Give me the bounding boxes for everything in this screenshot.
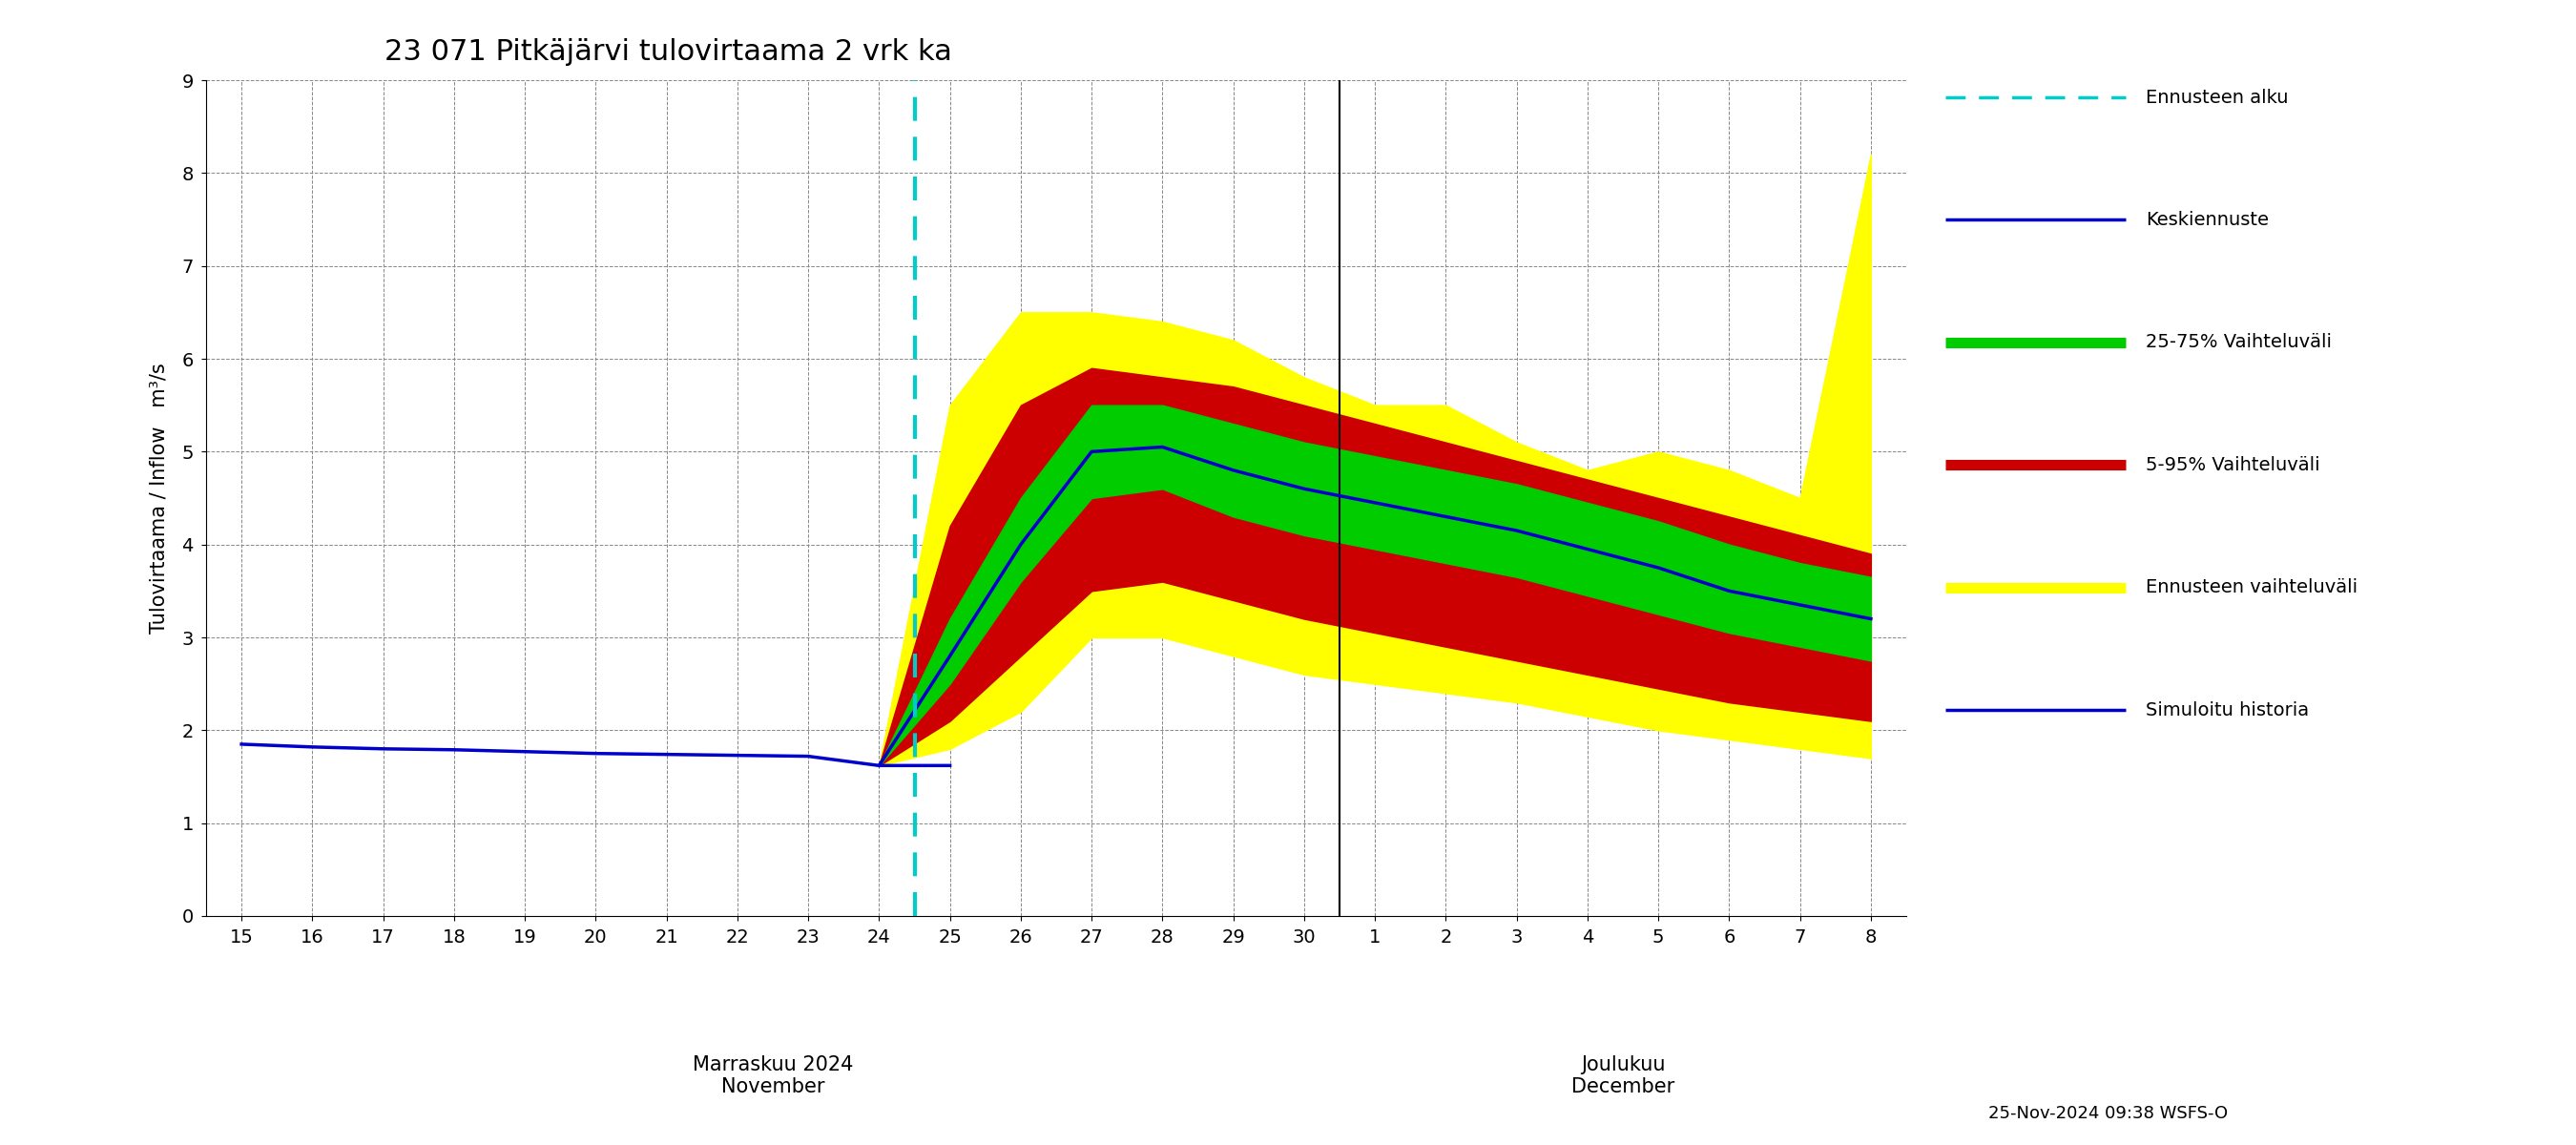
Text: Joulukuu
December: Joulukuu December xyxy=(1571,1056,1674,1097)
Text: Keskiennuste: Keskiennuste xyxy=(2146,211,2269,229)
Text: Ennusteen vaihteluväli: Ennusteen vaihteluväli xyxy=(2146,578,2357,597)
Y-axis label: Tulovirtaama / Inflow   m³/s: Tulovirtaama / Inflow m³/s xyxy=(149,363,167,633)
Text: 5-95% Vaihteluväli: 5-95% Vaihteluväli xyxy=(2146,456,2321,474)
Text: Marraskuu 2024
November: Marraskuu 2024 November xyxy=(693,1056,853,1097)
Text: Ennusteen alku: Ennusteen alku xyxy=(2146,88,2287,106)
Text: 25-75% Vaihteluväli: 25-75% Vaihteluväli xyxy=(2146,333,2331,352)
Text: Simuloitu historia: Simuloitu historia xyxy=(2146,701,2308,719)
Text: 25-Nov-2024 09:38 WSFS-O: 25-Nov-2024 09:38 WSFS-O xyxy=(1989,1105,2228,1122)
Text: 23 071 Pitkäjärvi tulovirtaama 2 vrk ka: 23 071 Pitkäjärvi tulovirtaama 2 vrk ka xyxy=(384,38,953,66)
